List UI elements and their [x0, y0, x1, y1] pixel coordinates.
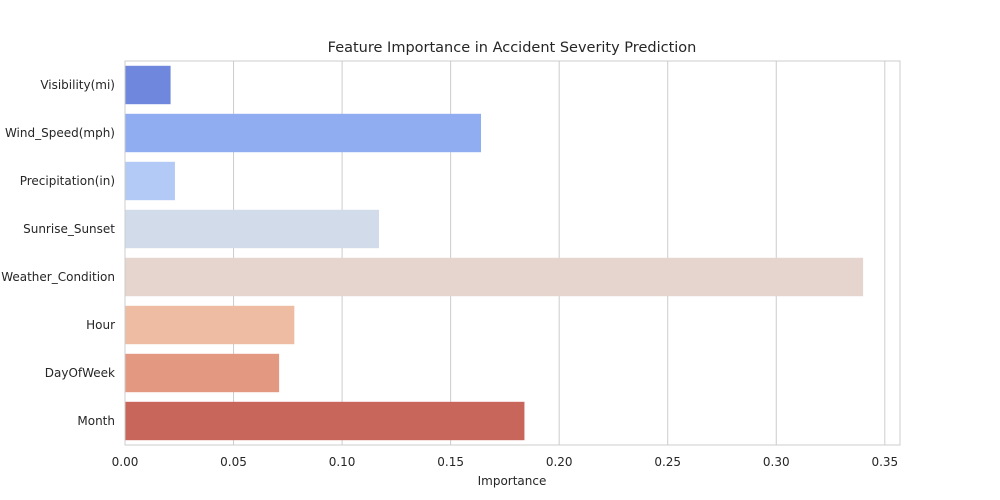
x-tick-label: 0.20: [546, 455, 573, 469]
bar-visibility-mi: [125, 65, 171, 105]
bar-weather-condition: [125, 257, 864, 297]
y-tick-label: Month: [77, 414, 115, 428]
bars: [125, 65, 864, 441]
y-tick-labels: Visibility(mi) Wind_Speed(mph) Precipitati…: [1, 78, 115, 428]
bar-precipitation-in: [125, 161, 175, 201]
bar-hour: [125, 305, 295, 345]
y-tick-label: Wind_Speed(mph): [5, 126, 115, 140]
chart-title: Feature Importance in Accident Severity …: [328, 40, 697, 56]
bar-sunrise-sunset: [125, 209, 379, 249]
x-tick-labels: 0.00 0.05 0.10 0.15 0.20 0.25 0.30 0.35: [112, 455, 899, 469]
x-axis-label: Importance: [478, 474, 547, 488]
y-tick-label: Visibility(mi): [40, 78, 115, 92]
x-tick-label: 0.30: [763, 455, 790, 469]
x-tick-label: 0.35: [871, 455, 898, 469]
x-tick-label: 0.15: [437, 455, 464, 469]
x-tick-label: 0.05: [220, 455, 247, 469]
x-tick-label: 0.10: [329, 455, 356, 469]
x-tick-label: 0.25: [654, 455, 681, 469]
y-tick-label: Hour: [86, 318, 115, 332]
y-tick-label: DayOfWeek: [45, 366, 115, 380]
plot-frame: [124, 60, 901, 446]
y-tick-label: Precipitation(in): [20, 174, 115, 188]
bar-dayofweek: [125, 353, 280, 393]
bar-wind-speed-mph: [125, 113, 482, 153]
bar-month: [125, 401, 525, 441]
y-tick-label: Sunrise_Sunset: [23, 222, 115, 236]
y-tick-label: Weather_Condition: [1, 270, 115, 284]
x-tick-label: 0.00: [112, 455, 139, 469]
